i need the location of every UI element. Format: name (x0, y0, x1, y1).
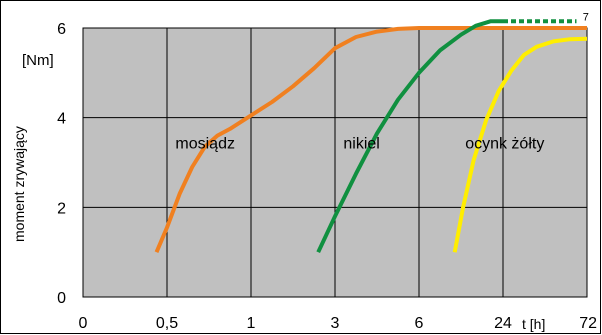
x-tick-label: 6 (415, 315, 424, 332)
y-axis-label: moment zrywający (11, 126, 27, 242)
series-label: 7 (583, 11, 589, 23)
x-tick-label: 24 (494, 315, 512, 332)
y-tick-label: 2 (57, 200, 66, 217)
y-tick-label: 0 (57, 290, 66, 307)
x-tick-label: 72 (579, 315, 597, 332)
x-tick-label: 0,5 (156, 315, 178, 332)
x-tick-label: 1 (247, 315, 256, 332)
x-tick-label: 0 (79, 315, 88, 332)
y-tick-label: 4 (57, 111, 66, 128)
y-axis-unit: [Nm] (22, 52, 54, 69)
x-axis-label: t [h] (522, 316, 545, 332)
series-label: nikiel (343, 135, 379, 152)
x-tick-label: 3 (331, 315, 340, 332)
series-label: mosiądz (175, 135, 235, 152)
series-line (452, 36, 588, 253)
series-line (154, 26, 587, 253)
series-line (316, 19, 503, 254)
y-tick-label: 6 (57, 21, 66, 38)
series-label: ocynk żółty (465, 135, 544, 152)
